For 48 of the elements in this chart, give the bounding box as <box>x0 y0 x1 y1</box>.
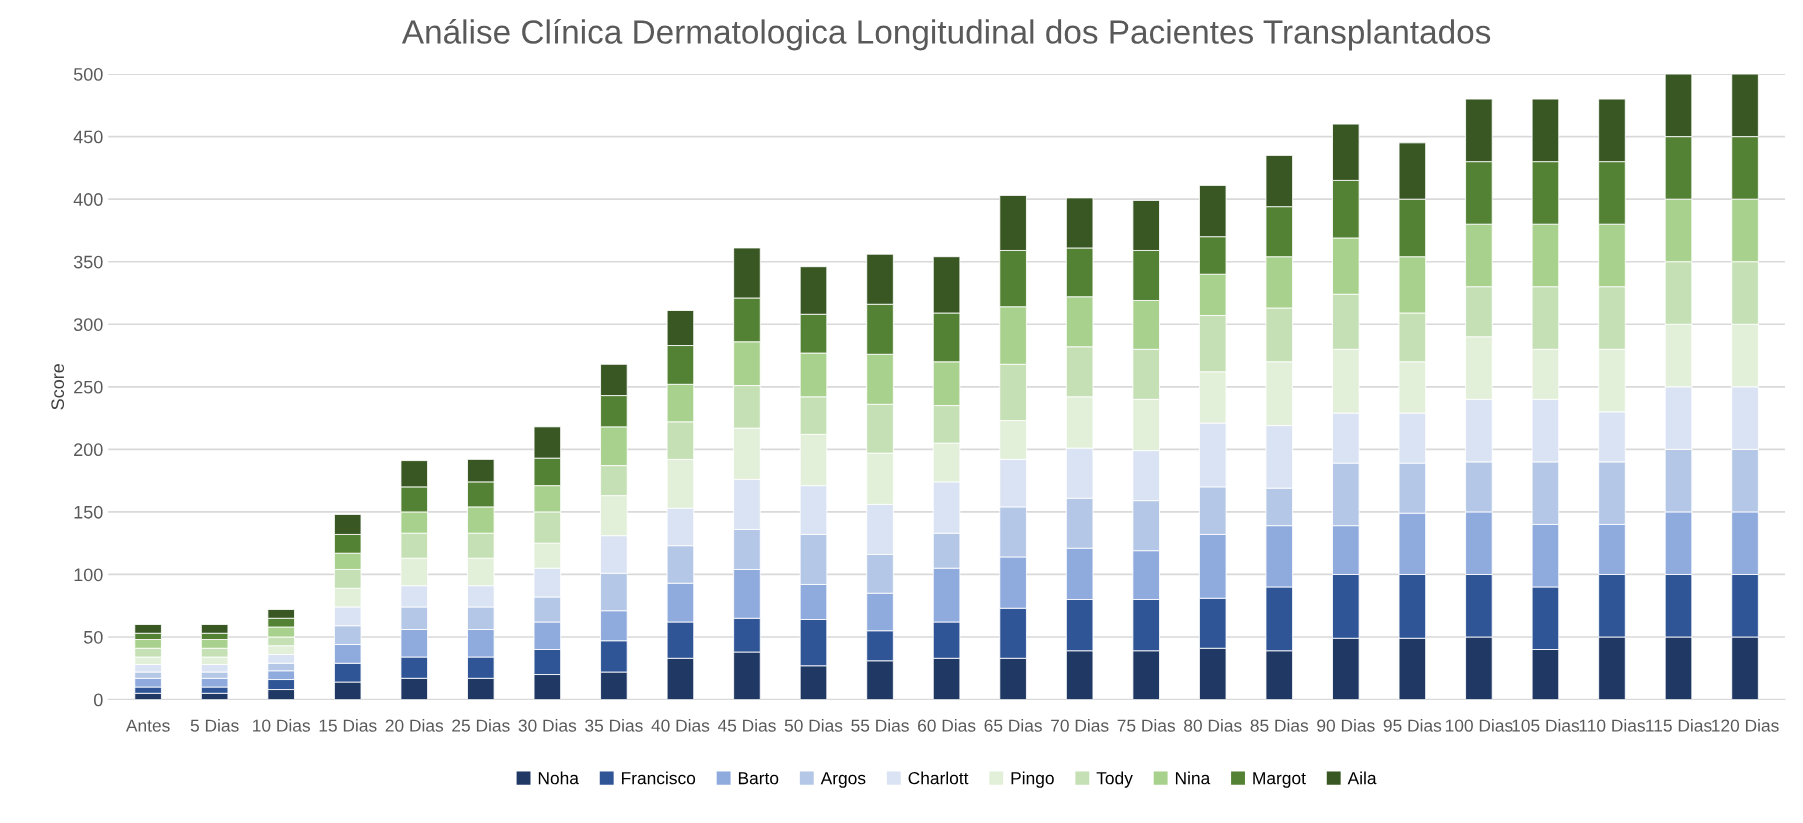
chart-title: Análise Clínica Dermatologica Longitudinal dos Pacientes Transplantados <box>401 18 1491 51</box>
legend-label: Charlott <box>908 771 969 785</box>
legend-label: Francisco <box>622 771 696 785</box>
x-tick-label: 110 Dias <box>1579 718 1645 732</box>
y-axis-title: Score <box>51 364 65 410</box>
x-tick-label: 40 Dias <box>651 718 710 732</box>
legend-label: Tody <box>1096 771 1133 788</box>
x-tick-label: 70 Dias <box>1051 718 1109 732</box>
y-tick-label: 400 <box>73 193 103 206</box>
x-tick-label: 10 Dias <box>253 718 310 732</box>
x-tick-label: 15 Dias <box>319 718 377 732</box>
x-tick-label: 30 Dias <box>518 718 577 732</box>
y-tick-label: 100 <box>74 568 103 582</box>
x-tick-label: 105 Dias <box>1512 718 1580 732</box>
x-tick-label: 75 Dias <box>1117 718 1175 732</box>
y-tick-label: 0 <box>93 693 103 707</box>
x-tick-label: 120 Dias <box>1712 718 1779 732</box>
x-tick-label: Antes <box>125 719 170 732</box>
x-tick-label: 100 Dias <box>1445 718 1513 732</box>
legend-label: Argos <box>820 772 866 788</box>
x-tick-label: 35 Dias <box>585 718 643 732</box>
x-tick-label: 65 Dias <box>984 718 1042 732</box>
legend-label: Noha <box>538 771 579 785</box>
x-tick-label: 20 Dias <box>385 718 444 732</box>
x-tick-label: 5 Dias <box>190 718 239 732</box>
x-tick-label: 80 Dias <box>1184 718 1242 732</box>
y-tick-label: 450 <box>73 130 103 144</box>
y-tick-label: 350 <box>73 255 103 269</box>
legend-label: Nina <box>1175 771 1211 785</box>
x-tick-label: 50 Dias <box>784 718 843 732</box>
y-tick-label: 300 <box>73 318 103 331</box>
x-tick-label: 85 Dias <box>1250 718 1309 732</box>
legend-label: Pingo <box>1011 771 1054 788</box>
y-tick-label: 50 <box>83 630 103 644</box>
legend-label: Aila <box>1347 771 1377 785</box>
legend-label: Margot <box>1253 772 1306 788</box>
x-tick-label: 115 Dias <box>1646 718 1712 732</box>
x-tick-label: 90 Dias <box>1317 718 1375 732</box>
y-tick-label: 250 <box>74 380 103 394</box>
x-tick-label: 60 Dias <box>918 718 976 732</box>
x-tick-label: 55 Dias <box>851 718 909 732</box>
x-tick-label: 25 Dias <box>452 718 510 732</box>
y-tick-label: 200 <box>74 443 103 457</box>
x-tick-label: 45 Dias <box>717 718 776 732</box>
x-tick-label: 95 Dias <box>1383 718 1442 732</box>
y-tick-label: 150 <box>74 505 103 519</box>
legend-label: Barto <box>738 772 779 785</box>
y-tick-label: 500 <box>73 68 103 81</box>
